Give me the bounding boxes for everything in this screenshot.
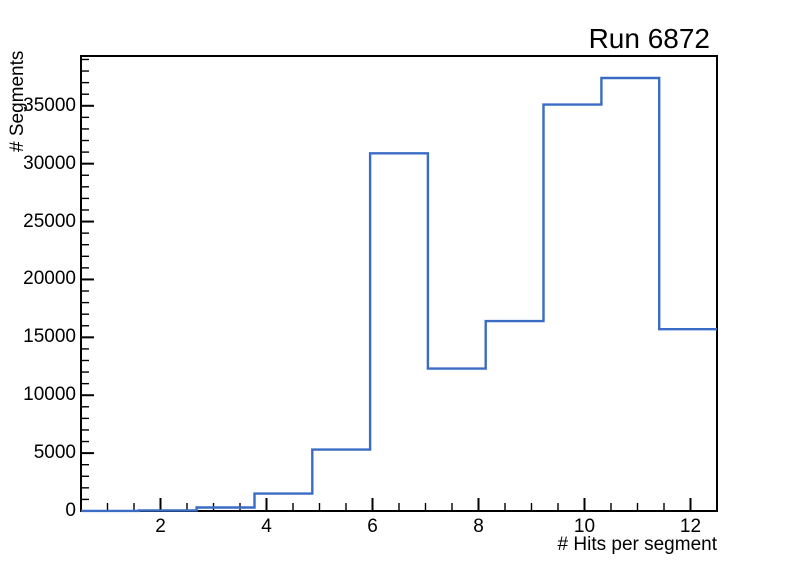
histogram-line	[81, 76, 717, 513]
plot-title: Run 6872	[588, 23, 710, 54]
y-major-ticks	[81, 104, 94, 512]
plot-frame	[80, 55, 718, 512]
x-tick-label: 12	[679, 516, 702, 537]
y-tick-label: 35000	[23, 94, 76, 116]
y-tick-label: 15000	[23, 326, 76, 348]
x-axis-title: # Hits per segment	[557, 534, 717, 555]
x-tick-label: 6	[367, 516, 378, 537]
y-minor-ticks	[81, 58, 89, 501]
x-tick-label: 4	[261, 516, 272, 537]
x-major-ticks	[159, 498, 692, 511]
y-tick-label: 20000	[23, 268, 76, 290]
y-tick-label: 30000	[23, 152, 76, 174]
y-tick-label: 0	[65, 500, 76, 521]
y-tick-label: 5000	[33, 442, 76, 464]
x-tick-label: 10	[573, 516, 596, 537]
x-minor-ticks	[106, 503, 665, 511]
x-tick-label: 2	[155, 516, 166, 537]
y-tick-label: 25000	[23, 210, 76, 232]
x-tick-label: 8	[473, 516, 484, 537]
y-tick-label: 10000	[23, 384, 76, 406]
